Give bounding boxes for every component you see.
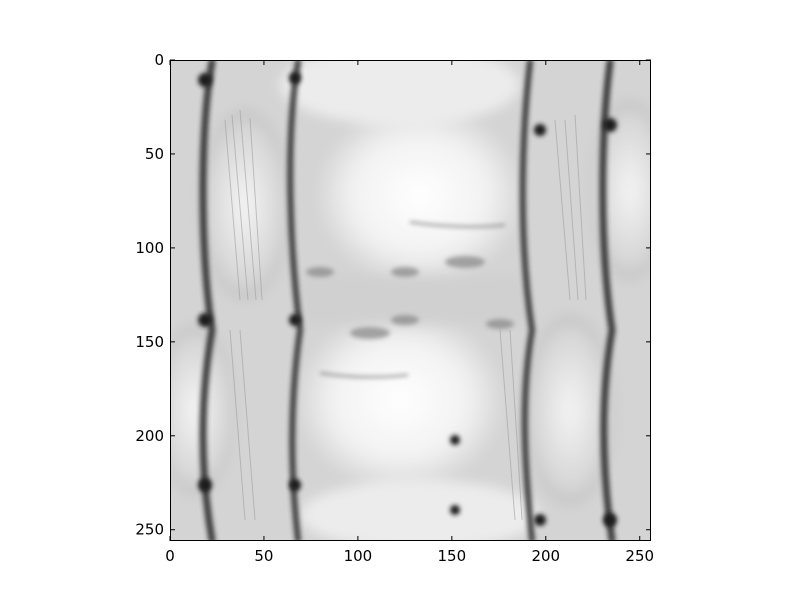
x-axis-ticks: 0 50 100 150 200 250: [165, 60, 654, 565]
y-tick-label: 50: [145, 145, 164, 163]
y-tick-label: 200: [135, 427, 164, 445]
x-tick-label: 250: [625, 547, 654, 565]
heatmap-image: [170, 60, 651, 541]
y-tick-label: 100: [135, 239, 164, 257]
x-tick-label: 150: [438, 547, 467, 565]
y-tick-label: 0: [154, 51, 164, 69]
y-tick-label: 250: [135, 521, 164, 539]
x-tick-label: 200: [531, 547, 560, 565]
x-tick-label: 0: [165, 547, 175, 565]
y-tick-label: 150: [135, 333, 164, 351]
axes-frame: [170, 60, 651, 541]
y-axis-ticks: 0 50 100 150 200 250: [135, 51, 651, 539]
x-tick-label: 50: [254, 547, 273, 565]
x-tick-label: 100: [344, 547, 373, 565]
